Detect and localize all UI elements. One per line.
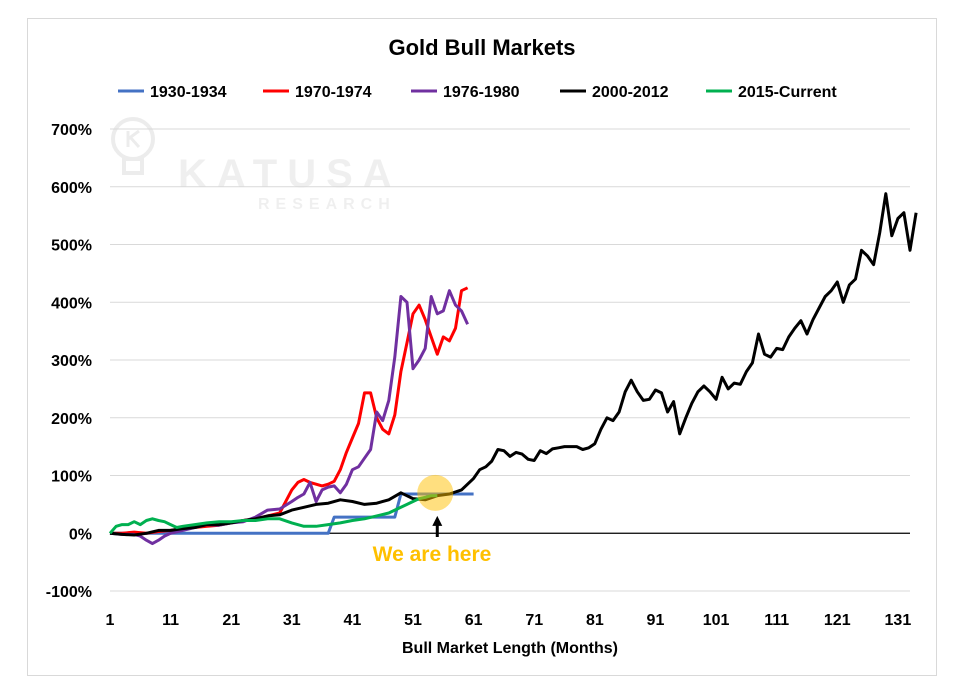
y-tick-label: 0% — [69, 526, 92, 543]
x-tick-label: 131 — [885, 612, 912, 629]
series-line-1930-1934 — [110, 492, 474, 535]
y-axis-ticks: -100% 0% 100% 200% 300% 400% 500% 600% 700% — [46, 122, 92, 601]
y-tick-label: 200% — [51, 411, 92, 428]
legend-label: 1930-1934 — [150, 84, 227, 101]
y-tick-label: 500% — [51, 238, 92, 255]
legend-label: 2015-Current — [738, 84, 837, 101]
chart-frame: KATUSA RESEARCH Gold Bull Markets 1930-1… — [27, 18, 937, 676]
y-tick-label: 100% — [51, 469, 92, 486]
x-tick-label: 51 — [404, 612, 422, 629]
x-tick-label: 1 — [106, 612, 115, 629]
legend-label: 2000-2012 — [592, 84, 669, 101]
x-tick-label: 11 — [162, 612, 179, 629]
x-tick-label: 31 — [283, 612, 301, 629]
x-tick-label: 71 — [525, 612, 543, 629]
y-tick-label: 600% — [51, 180, 92, 197]
x-axis-ticks: 1 11 21 31 41 51 61 71 81 91 101 111 121 131 — [106, 612, 912, 629]
series-line-2015-current — [108, 494, 438, 535]
watermark-line2: RESEARCH — [258, 196, 396, 213]
series-line-1970-1974 — [110, 286, 469, 535]
x-tick-label: 61 — [465, 612, 483, 629]
lightbulb-icon — [111, 117, 155, 175]
x-tick-label: 121 — [824, 612, 851, 629]
arrow-head-icon — [432, 515, 443, 526]
x-tick-label: 81 — [586, 612, 604, 629]
series-line-2000-2012 — [109, 192, 918, 537]
x-tick-label: 101 — [703, 612, 730, 629]
highlight-circle — [417, 474, 454, 511]
chart-svg: KATUSA RESEARCH Gold Bull Markets 1930-1… — [46, 35, 918, 657]
legend-label: 1970-1974 — [295, 84, 372, 101]
x-tick-label: 21 — [222, 612, 240, 629]
watermark-line1: KATUSA — [178, 152, 402, 196]
y-tick-label: 700% — [51, 122, 92, 139]
y-tick-label: -100% — [46, 584, 92, 601]
x-tick-label: 41 — [344, 612, 362, 629]
chart-title: Gold Bull Markets — [388, 35, 575, 60]
x-axis-label: Bull Market Length (Months) — [402, 640, 618, 657]
annotation: We are here — [373, 474, 492, 566]
series-line-1976-1980 — [109, 289, 469, 546]
annotation-label: We are here — [373, 543, 492, 566]
legend-label: 1976-1980 — [443, 84, 520, 101]
x-tick-label: 111 — [764, 612, 789, 629]
series-lines — [108, 192, 918, 546]
y-tick-label: 400% — [51, 295, 92, 312]
x-tick-label: 91 — [647, 612, 665, 629]
watermark: KATUSA RESEARCH — [111, 117, 402, 213]
gridlines — [110, 128, 910, 592]
legend: 1930-1934 1970-1974 1976-1980 2000-2012 2015… — [118, 84, 837, 101]
y-tick-label: 300% — [51, 353, 92, 370]
